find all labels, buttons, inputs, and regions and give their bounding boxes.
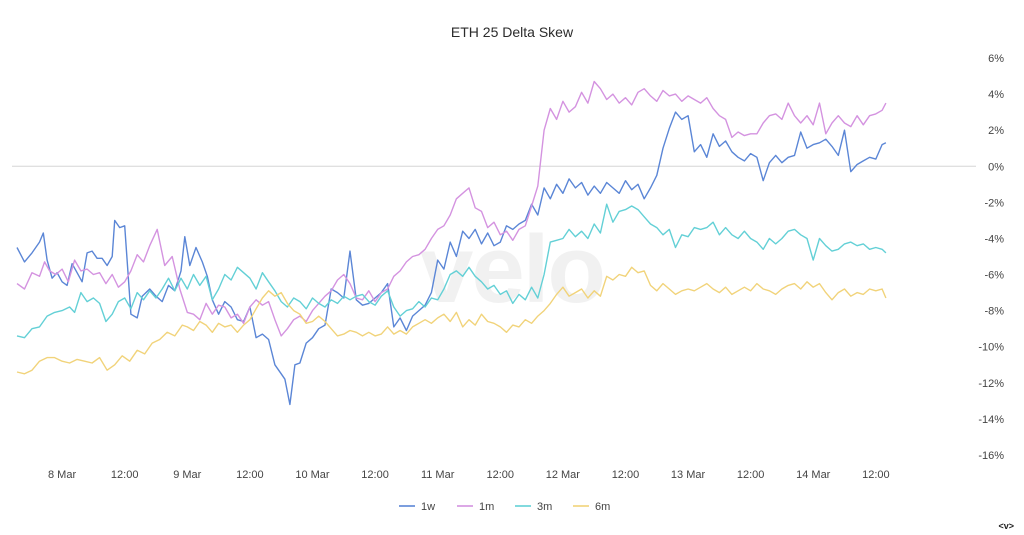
x-tick-label: 12:00 <box>236 469 264 481</box>
y-tick-label: -2% <box>984 197 1004 209</box>
x-tick-label: 9 Mar <box>173 469 201 481</box>
series-line-6m <box>16 266 887 375</box>
x-tick-label: 12:00 <box>111 469 139 481</box>
series-line-1m <box>16 80 887 337</box>
legend-label: 6m <box>595 501 610 513</box>
legend-item-6m[interactable]: 6m <box>573 501 610 513</box>
series-line-1w <box>16 111 887 406</box>
y-tick-label: -6% <box>984 270 1004 282</box>
x-tick-label: 11 Mar <box>421 469 455 481</box>
y-tick-label: -16% <box>978 450 1004 462</box>
x-tick-label: 8 Mar <box>48 469 76 481</box>
y-tick-label: 4% <box>988 89 1004 101</box>
y-tick-label: -4% <box>984 233 1004 245</box>
x-tick-label: 12:00 <box>862 469 890 481</box>
legend-item-1m[interactable]: 1m <box>457 501 494 513</box>
chart-nav-control[interactable]: <v> <box>998 521 1014 531</box>
y-tick-label: -8% <box>984 306 1004 318</box>
series-line-3m <box>16 203 887 339</box>
y-tick-label: 2% <box>988 125 1004 137</box>
legend-label: 1w <box>421 501 435 513</box>
x-tick-label: 12:00 <box>486 469 514 481</box>
x-tick-label: 12 Mar <box>546 469 581 481</box>
watermark: velo <box>420 216 604 323</box>
y-axis: 6% 4% 2% 0% -2% -4% -6% -8% -10% -12% -14% -16% <box>978 53 1004 462</box>
legend-label: 3m <box>537 501 552 513</box>
x-tick-label: 14 Mar <box>796 469 831 481</box>
legend-item-3m[interactable]: 3m <box>515 501 552 513</box>
x-tick-label: 12:00 <box>361 469 389 481</box>
x-tick-label: 12:00 <box>737 469 765 481</box>
legend-item-1w[interactable]: 1w <box>399 501 435 513</box>
x-tick-label: 13 Mar <box>671 469 706 481</box>
y-tick-label: 6% <box>988 53 1004 65</box>
legend[interactable]: 1w 1m 3m 6m <box>399 501 610 513</box>
y-tick-label: -10% <box>978 342 1004 354</box>
legend-label: 1m <box>479 501 494 513</box>
y-tick-label: 0% <box>988 161 1004 173</box>
y-tick-label: -14% <box>978 414 1004 426</box>
x-tick-label: 12:00 <box>612 469 640 481</box>
x-tick-label: 10 Mar <box>295 469 330 481</box>
series-layer <box>16 80 887 406</box>
chart-title: ETH 25 Delta Skew <box>451 24 574 40</box>
x-axis: 8 Mar 12:00 9 Mar 12:00 10 Mar 12:00 11 Mar 12:… <box>48 469 890 481</box>
y-tick-label: -12% <box>978 378 1004 390</box>
